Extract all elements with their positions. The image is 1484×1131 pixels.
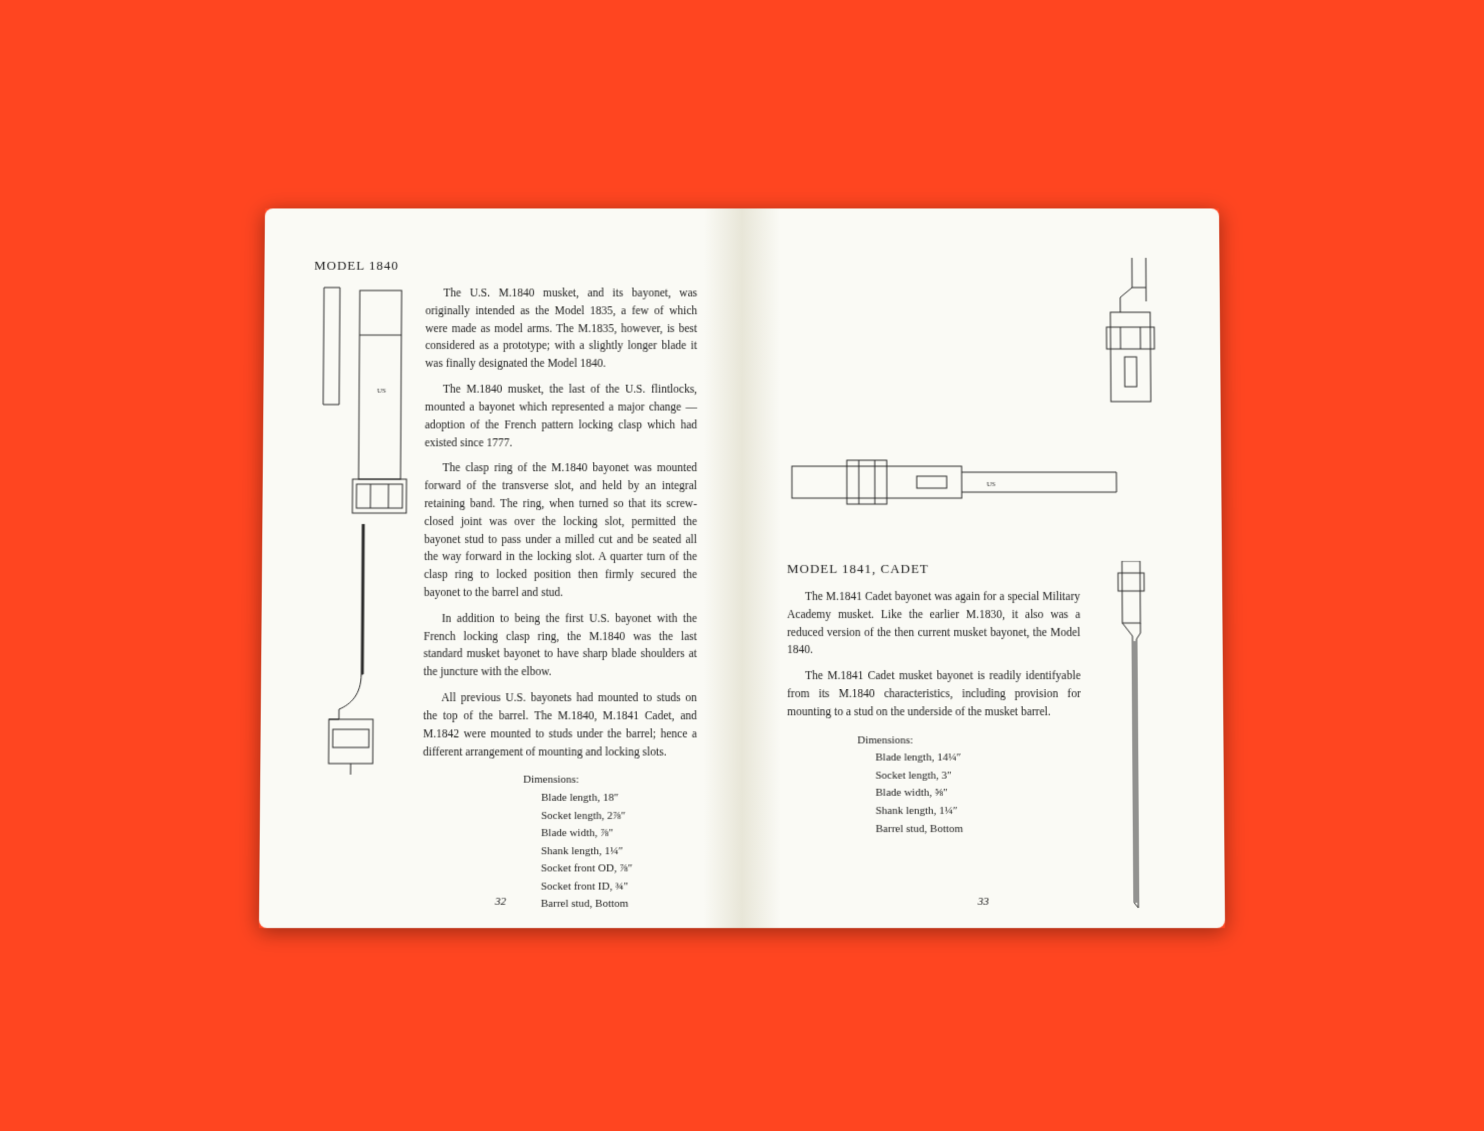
paragraph: All previous U.S. bayonets had mounted t… (423, 690, 697, 762)
dim-label: Dimensions: (857, 732, 1081, 750)
paragraph: The U.S. M.1840 musket, and its bayonet,… (425, 285, 697, 373)
right-side-figure (1092, 561, 1175, 918)
page-number-right: 33 (742, 895, 1225, 907)
svg-text:US: US (377, 386, 386, 394)
dim-line: Socket length, 2⅞″ (523, 807, 697, 825)
paragraph: The clasp ring of the M.1840 bayonet was… (424, 460, 697, 602)
svg-text:US: US (987, 480, 996, 488)
dim-line: Socket front ID, ¾″ (523, 878, 697, 896)
book-spread: MODEL 1840 US (259, 208, 1225, 928)
paragraph: The M.1841 Cadet bayonet was again for a… (787, 588, 1081, 659)
dim-label: Dimensions: (523, 771, 697, 789)
paragraph: The M.1840 musket, the last of the U.S. … (425, 381, 698, 452)
right-title: MODEL 1841, CADET (787, 561, 1080, 577)
left-dimensions: Dimensions: Blade length, 18″ Socket len… (523, 771, 697, 913)
dim-line: Blade width, ⅞″ (523, 825, 697, 843)
dim-line: Socket front OD, ⅞″ (523, 860, 697, 878)
bayonet-socket-top-icon (1090, 257, 1171, 416)
bayonet-profile-bottom-icon (310, 524, 410, 785)
bayonet-socket-side-icon: US (787, 446, 1127, 516)
dim-line: Barrel stud, Bottom (858, 820, 1082, 838)
dim-line: Shank length, 1¼″ (857, 802, 1081, 820)
right-content-row: MODEL 1841, CADET The M.1841 Cadet bayon… (787, 561, 1175, 918)
left-bayonet-figure: US (309, 285, 411, 913)
dim-line: Blade length, 14¼″ (857, 749, 1081, 767)
dim-line: Blade length, 18″ (523, 789, 697, 807)
left-body: The U.S. M.1840 musket, and its bayonet,… (423, 285, 697, 761)
bayonet-detail-top-icon: US (312, 285, 411, 524)
left-title: MODEL 1840 (314, 257, 697, 273)
paragraph: In addition to being the first U.S. bayo… (423, 610, 697, 681)
right-body: The M.1841 Cadet bayonet was again for a… (787, 588, 1081, 721)
right-dimensions: Dimensions: Blade length, 14¼″ Socket le… (857, 732, 1081, 838)
left-content-row: US (309, 285, 697, 913)
dim-line: Shank length, 1¼″ (523, 842, 697, 860)
bayonet-full-profile-icon (1092, 561, 1165, 913)
dim-line: Socket length, 3″ (857, 767, 1081, 785)
paragraph: The M.1841 Cadet musket bayonet is readi… (787, 668, 1081, 722)
right-top-figure (787, 257, 1171, 416)
dim-line: Blade width, ⅝″ (857, 785, 1081, 803)
right-page: US MODEL 1841, CADET The M.1841 Cadet ba… (742, 208, 1225, 928)
page-number-left: 32 (259, 895, 742, 907)
left-text-col: The U.S. M.1840 musket, and its bayonet,… (422, 285, 697, 913)
left-page: MODEL 1840 US (259, 208, 742, 928)
right-horizontal-figure: US (787, 446, 1172, 521)
right-text-col: MODEL 1841, CADET The M.1841 Cadet bayon… (787, 561, 1082, 838)
